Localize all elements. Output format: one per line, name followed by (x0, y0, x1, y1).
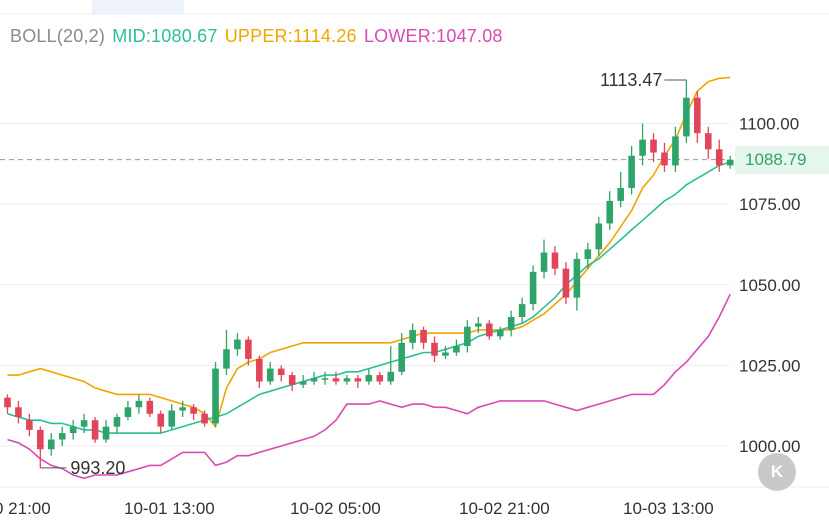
x-tick-label: 0 21:00 (0, 499, 51, 518)
candle-body (124, 407, 132, 417)
candle-body (475, 323, 482, 327)
band-line-lower (7, 293, 731, 480)
candle-body (442, 352, 449, 356)
candle-body (584, 249, 592, 259)
candle-body (573, 258, 581, 298)
low-label: 993.20 (70, 458, 125, 478)
lower-value: LOWER:1047.08 (363, 26, 503, 46)
candle-body (310, 378, 318, 382)
candle-body (179, 407, 186, 411)
candle-body (321, 378, 329, 380)
candle-body (69, 426, 77, 434)
candle-body (617, 188, 624, 201)
candle-body (332, 378, 340, 382)
candle-body (113, 416, 121, 427)
indicator-legend: BOLL(20,2) MID:1080.67 UPPER:1114.26 LOW… (10, 26, 505, 47)
candle-body (485, 323, 493, 337)
candle-body (146, 400, 154, 414)
x-tick-label: 10-03 13:00 (623, 499, 714, 518)
candle-body (464, 326, 471, 347)
candle-body (496, 329, 504, 337)
candle-body (529, 271, 537, 305)
top-tab-highlight[interactable] (92, 0, 184, 14)
candle-body (551, 252, 559, 269)
candle-body (135, 400, 143, 408)
candle-body (343, 378, 351, 382)
candle-body (256, 358, 263, 382)
candle-body (398, 342, 405, 372)
y-tick-label: 1025.00 (739, 356, 800, 375)
candle-body (726, 159, 734, 166)
last-price-label: 1088.79 (745, 150, 807, 169)
candle-body (80, 420, 88, 427)
candle-body (212, 368, 219, 424)
candle-body (15, 407, 22, 417)
candle-body (58, 433, 66, 440)
candle-body (37, 429, 44, 450)
candle-body (91, 420, 99, 440)
candle-body (387, 371, 395, 382)
candle-body (376, 375, 384, 382)
candle-body (420, 329, 427, 343)
candle-body (639, 139, 646, 156)
candle-body (694, 97, 701, 134)
candle-body (190, 407, 197, 414)
y-tick-label: 1075.00 (739, 195, 800, 214)
candle-body (245, 339, 252, 359)
upper-value: UPPER:1114.26 (224, 26, 357, 46)
candle-body (431, 342, 438, 356)
candle-body (47, 439, 55, 450)
candle-body (201, 413, 208, 424)
candle-body (365, 375, 373, 382)
candle-body (234, 339, 241, 350)
candle-body (4, 397, 11, 408)
candle-body (672, 136, 679, 166)
candle-body (628, 155, 635, 188)
x-tick-label: 10-02 05:00 (290, 499, 381, 518)
y-tick-label: 1050.00 (739, 276, 800, 295)
candle-body (453, 346, 460, 353)
mid-value: MID:1080.67 (112, 26, 218, 46)
candle-body (683, 97, 690, 137)
candle-body (606, 200, 614, 224)
candle-body (715, 149, 723, 166)
x-tick-label: 10-01 13:00 (124, 499, 215, 518)
candle-body (266, 368, 274, 382)
candle-body (288, 375, 296, 385)
k-button[interactable]: K (758, 453, 796, 491)
high-label: 1113.47 (600, 70, 662, 90)
band-line-upper (7, 76, 731, 429)
y-tick-label: 1000.00 (739, 437, 800, 456)
candle-body (299, 381, 307, 385)
candle-body (26, 420, 33, 430)
candle-body (704, 133, 712, 150)
indicator-name: BOLL(20,2) (10, 26, 106, 46)
band-line-mid (7, 161, 731, 434)
candle-body (540, 252, 548, 272)
candle-body (102, 426, 110, 440)
candle-body (354, 378, 362, 382)
last-price-tag: 1088.79 (735, 146, 829, 174)
candle-body (168, 410, 176, 427)
candle-body (518, 304, 526, 317)
candle-body (507, 317, 515, 330)
candle-body (409, 329, 416, 343)
candle-body (661, 152, 668, 166)
candle-body (650, 139, 657, 153)
x-tick-label: 10-02 21:00 (459, 499, 550, 518)
y-tick-label: 1100.00 (739, 115, 799, 134)
candle-body (277, 368, 285, 376)
candle-body (595, 223, 603, 250)
candle-body (223, 349, 230, 369)
candle-body (562, 268, 570, 298)
candle-body (157, 413, 165, 427)
